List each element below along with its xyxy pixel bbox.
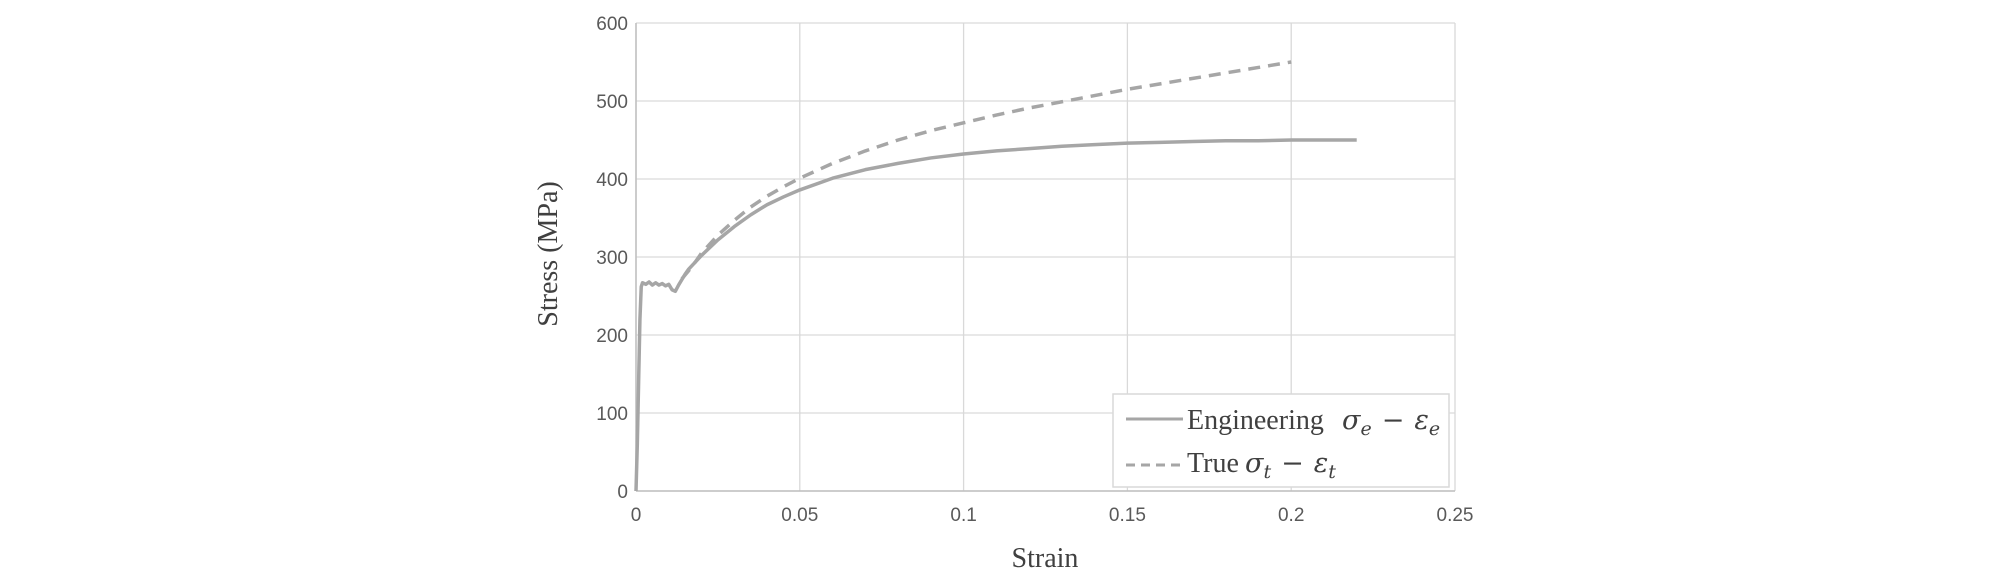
legend-sub: e bbox=[1429, 418, 1440, 440]
x-tick-label: 0.2 bbox=[1278, 505, 1304, 526]
x-axis-title: Strain bbox=[1012, 543, 1079, 574]
series-layer bbox=[634, 60, 1357, 492]
series-line-engineering bbox=[634, 138, 1357, 492]
x-tick-label: 0 bbox=[631, 505, 642, 526]
y-tick-label: 400 bbox=[596, 170, 628, 191]
x-tick-label: 0.05 bbox=[781, 505, 818, 526]
legend-minus: − bbox=[1281, 448, 1304, 479]
y-tick-label: 200 bbox=[596, 326, 628, 347]
legend-math-engineering: σe − εe bbox=[1342, 405, 1440, 440]
legend-sigma: σ bbox=[1342, 405, 1362, 436]
legend-label-true: True bbox=[1187, 448, 1239, 479]
grid bbox=[635, 22, 1456, 492]
legend-epsilon: ε bbox=[1414, 405, 1429, 436]
legend-epsilon: ε bbox=[1314, 448, 1329, 479]
y-tick-label: 100 bbox=[596, 404, 628, 425]
x-tick-label: 0.1 bbox=[950, 505, 976, 526]
legend-sub: e bbox=[1360, 418, 1371, 440]
legend-box bbox=[1112, 393, 1450, 488]
x-tick-label: 0.25 bbox=[1437, 505, 1474, 526]
y-tick-label: 300 bbox=[596, 248, 628, 269]
legend-sub: t bbox=[1263, 461, 1271, 483]
tick-labels: 0 100 200 300 400 500 600 0 0.05 0.1 0.15 0.2 0.25 bbox=[596, 14, 1473, 526]
legend-sigma: σ bbox=[1245, 448, 1265, 479]
legend-math-true: σt − εt bbox=[1245, 448, 1336, 483]
legend-minus: − bbox=[1382, 405, 1405, 436]
axes bbox=[635, 23, 1455, 492]
legend-label-engineering: Engineering bbox=[1187, 405, 1324, 436]
y-tick-label: 0 bbox=[617, 482, 628, 503]
y-tick-label: 600 bbox=[596, 14, 628, 35]
series-line-true bbox=[680, 60, 1292, 280]
y-tick-label: 500 bbox=[596, 92, 628, 113]
x-tick-label: 0.15 bbox=[1109, 505, 1146, 526]
legend-sub: t bbox=[1328, 461, 1336, 483]
y-axis-title: Stress (MPa) bbox=[533, 181, 564, 326]
legend: Engineering σe − εe True σt − εt bbox=[1112, 393, 1450, 488]
